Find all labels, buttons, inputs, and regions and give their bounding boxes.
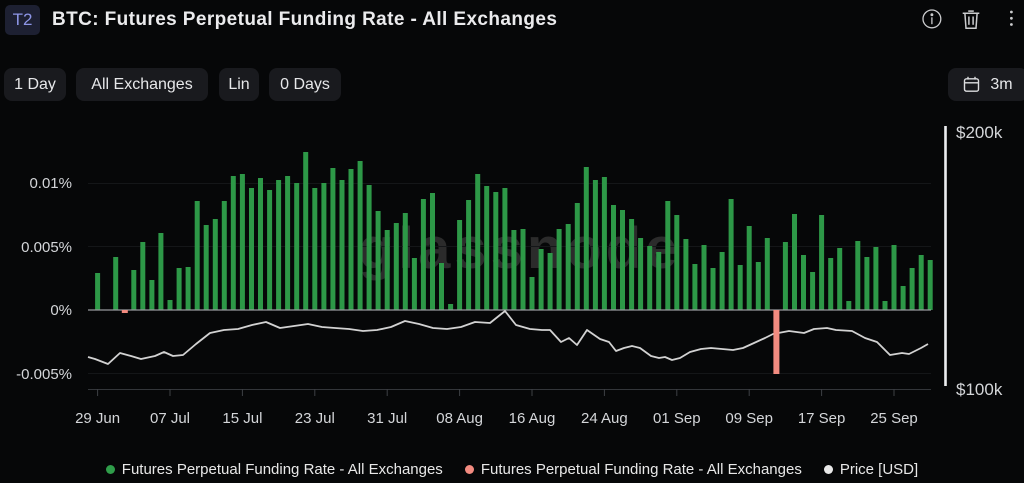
svg-text:17 Sep: 17 Sep	[798, 410, 846, 427]
svg-text:29 Jun: 29 Jun	[75, 410, 120, 427]
svg-text:16 Aug: 16 Aug	[509, 410, 556, 427]
svg-text:07 Jul: 07 Jul	[150, 410, 190, 427]
svg-text:0%: 0%	[50, 302, 72, 319]
svg-text:08 Aug: 08 Aug	[436, 410, 483, 427]
svg-text:24 Aug: 24 Aug	[581, 410, 628, 427]
svg-text:$200k: $200k	[956, 123, 1003, 142]
svg-text:15 Jul: 15 Jul	[222, 410, 262, 427]
svg-text:25 Sep: 25 Sep	[870, 410, 918, 427]
svg-text:0.01%: 0.01%	[29, 175, 72, 192]
svg-text:23 Jul: 23 Jul	[295, 410, 335, 427]
svg-text:01 Sep: 01 Sep	[653, 410, 701, 427]
svg-text:0.005%: 0.005%	[21, 239, 72, 256]
svg-text:09 Sep: 09 Sep	[725, 410, 773, 427]
svg-text:-0.005%: -0.005%	[16, 366, 72, 383]
svg-text:31 Jul: 31 Jul	[367, 410, 407, 427]
svg-text:$100k: $100k	[956, 380, 1003, 399]
